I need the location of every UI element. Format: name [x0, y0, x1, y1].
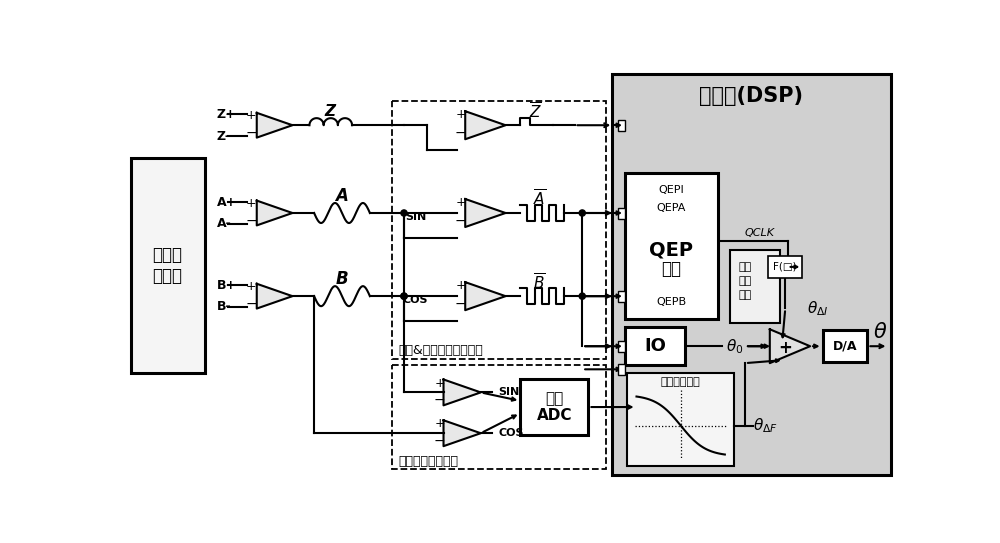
Text: SIN: SIN: [499, 387, 520, 397]
Text: Z+: Z+: [216, 108, 236, 121]
Text: 弦波信号细分电路: 弦波信号细分电路: [399, 455, 459, 468]
Text: D/A: D/A: [833, 340, 857, 353]
Text: COS: COS: [499, 428, 524, 438]
Text: 整量: 整量: [739, 262, 752, 272]
Text: +: +: [246, 280, 257, 293]
Text: $\theta_{\Delta I}$: $\theta_{\Delta I}$: [807, 299, 828, 318]
Bar: [392, 365, 606, 469]
Text: Z-: Z-: [216, 129, 230, 142]
Text: −: −: [246, 297, 257, 311]
Text: SIN: SIN: [405, 212, 426, 222]
Text: +: +: [455, 279, 466, 292]
Text: F(□): F(□): [773, 262, 797, 272]
Polygon shape: [465, 282, 506, 310]
Circle shape: [579, 210, 585, 216]
Circle shape: [401, 293, 407, 299]
Text: A-: A-: [216, 217, 231, 230]
Bar: [520, 380, 588, 435]
Bar: [730, 250, 780, 323]
Text: $\theta_{\Delta F}$: $\theta_{\Delta F}$: [753, 416, 778, 435]
Bar: [625, 173, 718, 319]
Bar: [392, 102, 606, 359]
Text: 计算: 计算: [739, 289, 752, 300]
Text: B-: B-: [216, 300, 231, 313]
Text: B+: B+: [216, 279, 237, 292]
Text: $\overline{A}$: $\overline{A}$: [533, 189, 546, 209]
Text: QEPA: QEPA: [657, 203, 686, 213]
Text: B: B: [336, 270, 348, 288]
Text: −: −: [455, 126, 466, 140]
Bar: [768, 256, 802, 277]
Polygon shape: [465, 111, 506, 139]
Text: A: A: [336, 187, 348, 205]
Circle shape: [401, 293, 407, 299]
Text: +: +: [434, 377, 445, 390]
Bar: [618, 364, 625, 375]
Text: +: +: [246, 110, 257, 123]
Text: 角度: 角度: [739, 276, 752, 286]
Text: 弦波&零位信号整形电路: 弦波&零位信号整形电路: [399, 344, 483, 357]
Polygon shape: [257, 113, 292, 137]
Text: 高速
ADC: 高速 ADC: [537, 391, 572, 423]
Text: IO: IO: [644, 337, 666, 355]
Bar: [627, 373, 734, 465]
Polygon shape: [257, 200, 292, 225]
Bar: [131, 157, 205, 373]
Text: 增量式
编码器: 增量式 编码器: [153, 246, 183, 285]
Polygon shape: [444, 380, 481, 405]
Text: +: +: [246, 197, 257, 210]
Bar: [618, 207, 625, 219]
Polygon shape: [465, 199, 506, 227]
Text: +: +: [434, 418, 445, 431]
Bar: [618, 291, 625, 302]
Text: +: +: [778, 339, 792, 357]
Text: +: +: [455, 195, 466, 209]
Circle shape: [401, 210, 407, 216]
Bar: [625, 327, 685, 365]
Text: QCLK: QCLK: [745, 228, 775, 238]
Text: QEPI: QEPI: [658, 185, 684, 195]
Bar: [618, 120, 625, 131]
Text: QEP: QEP: [649, 241, 693, 260]
Text: COS: COS: [403, 295, 428, 305]
Text: Z: Z: [325, 104, 336, 119]
Text: $\theta_0$: $\theta_0$: [726, 337, 744, 356]
Text: −: −: [434, 393, 445, 407]
Bar: [822, 330, 867, 362]
Text: 分量角度计算: 分量角度计算: [661, 377, 701, 387]
Text: −: −: [455, 297, 466, 311]
Text: $\overline{Z}$: $\overline{Z}$: [529, 102, 542, 122]
Bar: [612, 74, 891, 475]
Polygon shape: [257, 284, 292, 308]
Text: +: +: [455, 108, 466, 121]
Polygon shape: [770, 329, 810, 363]
Text: $\theta$: $\theta$: [873, 323, 888, 342]
Text: −: −: [246, 214, 257, 228]
Circle shape: [579, 293, 585, 299]
Text: A+: A+: [216, 195, 237, 209]
Text: −: −: [246, 126, 257, 140]
Bar: [618, 341, 625, 352]
Text: −: −: [455, 214, 466, 228]
Polygon shape: [444, 420, 481, 446]
Text: 单片机(DSP): 单片机(DSP): [699, 86, 803, 106]
Text: $\overline{B}$: $\overline{B}$: [533, 272, 546, 292]
Text: 单元: 单元: [661, 260, 681, 278]
Text: −: −: [434, 434, 445, 448]
Text: QEPB: QEPB: [656, 298, 686, 307]
